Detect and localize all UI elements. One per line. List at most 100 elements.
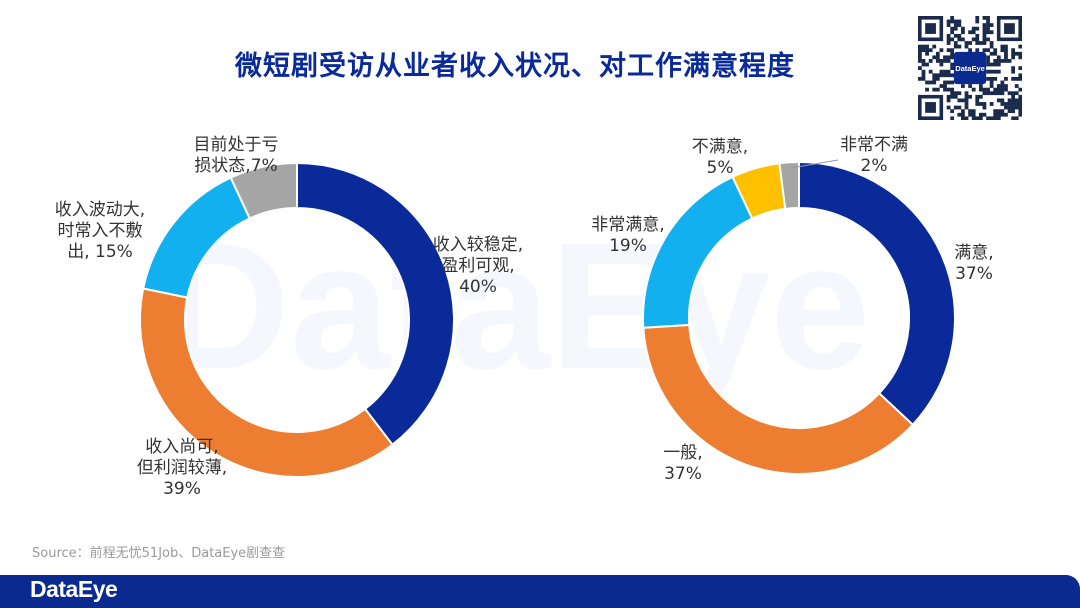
qr-module bbox=[918, 59, 922, 63]
qr-module bbox=[971, 30, 976, 35]
qr-module bbox=[1000, 44, 1005, 49]
qr-module bbox=[953, 26, 958, 31]
qr-module bbox=[1014, 91, 1019, 96]
qr-module bbox=[971, 37, 976, 42]
qr-module bbox=[1018, 51, 1022, 56]
qr-module bbox=[1014, 84, 1019, 88]
qr-module bbox=[978, 41, 983, 45]
slice-label: 一般, 37% bbox=[663, 443, 702, 484]
qr-module bbox=[989, 76, 994, 81]
qr-module bbox=[946, 94, 951, 99]
qr-module bbox=[918, 76, 922, 81]
qr-module bbox=[996, 116, 1001, 120]
qr-module bbox=[921, 73, 926, 78]
qr-module bbox=[1004, 102, 1008, 106]
qr-module bbox=[1018, 66, 1022, 70]
qr-module bbox=[989, 51, 994, 56]
qr-module bbox=[1007, 91, 1012, 96]
qr-module bbox=[932, 87, 937, 92]
qr-module bbox=[918, 44, 922, 49]
qr-module bbox=[943, 80, 947, 85]
qr-module bbox=[946, 69, 951, 74]
qr-module bbox=[932, 44, 937, 49]
qr-module bbox=[935, 73, 940, 78]
qr-module bbox=[1018, 55, 1022, 60]
qr-module bbox=[989, 62, 994, 67]
slice-label: 非常满意, 19% bbox=[591, 215, 664, 256]
qr-module bbox=[964, 105, 969, 110]
qr-module bbox=[968, 30, 972, 35]
qr-module bbox=[950, 109, 955, 114]
qr-module bbox=[950, 73, 955, 78]
qr-logo-text: DataEye bbox=[955, 64, 985, 73]
qr-module bbox=[1004, 105, 1008, 110]
qr-module bbox=[932, 55, 937, 60]
qr-module bbox=[1004, 84, 1008, 88]
qr-module bbox=[961, 116, 965, 120]
qr-module bbox=[993, 109, 998, 114]
slice-label: 目前处于亏损状态,7% bbox=[194, 135, 279, 176]
qr-module bbox=[986, 59, 990, 63]
qr-module bbox=[1011, 102, 1016, 106]
qr-module bbox=[968, 109, 972, 114]
qr-module bbox=[978, 87, 983, 92]
qr-module bbox=[982, 87, 987, 92]
qr-module bbox=[1007, 109, 1012, 114]
slice-label-line: 40% bbox=[459, 277, 497, 297]
qr-code[interactable]: DataEye bbox=[918, 16, 1022, 120]
qr-module bbox=[950, 80, 955, 85]
footer-bar: DataEye bbox=[0, 575, 1080, 608]
qr-module bbox=[1000, 98, 1005, 103]
qr-module bbox=[1007, 59, 1012, 63]
qr-module bbox=[925, 62, 929, 67]
donut-slice bbox=[229, 161, 298, 220]
qr-module bbox=[982, 41, 987, 45]
qr-module bbox=[982, 105, 987, 110]
slice-label-line: 非常不满 bbox=[840, 135, 908, 155]
slice-label-line: 但利润较薄, bbox=[137, 458, 227, 478]
qr-module bbox=[946, 37, 951, 42]
qr-module bbox=[1011, 76, 1016, 81]
qr-module bbox=[950, 48, 955, 53]
qr-module bbox=[996, 91, 1001, 96]
qr-module bbox=[996, 59, 1001, 63]
qr-module bbox=[986, 116, 990, 120]
qr-module bbox=[986, 76, 990, 81]
qr-module bbox=[1018, 73, 1022, 78]
slice-label-line: 满意, bbox=[954, 243, 993, 263]
qr-module bbox=[982, 48, 987, 53]
qr-module bbox=[986, 37, 990, 42]
qr-module bbox=[1000, 91, 1005, 96]
qr-module bbox=[989, 84, 994, 88]
qr-module bbox=[971, 26, 976, 31]
qr-module bbox=[1011, 69, 1016, 74]
qr-module bbox=[1014, 102, 1019, 106]
qr-module bbox=[996, 84, 1001, 88]
qr-module bbox=[996, 55, 1001, 60]
qr-module bbox=[986, 30, 990, 35]
qr-module bbox=[986, 91, 990, 96]
page-title: 微短剧受访从业者收入状况、对工作满意程度 bbox=[235, 51, 795, 82]
qr-module bbox=[953, 94, 958, 99]
slice-label-line: 出, 15% bbox=[67, 242, 133, 262]
qr-module bbox=[1011, 105, 1016, 110]
qr-module bbox=[993, 76, 998, 81]
qr-module bbox=[996, 62, 1001, 67]
slice-label: 收入波动大,时常入不敷出, 15% bbox=[55, 200, 145, 262]
qr-module bbox=[935, 59, 940, 63]
qr-module bbox=[943, 55, 947, 60]
qr-module bbox=[986, 62, 990, 67]
qr-module bbox=[1004, 76, 1008, 81]
qr-module bbox=[953, 105, 958, 110]
qr-module bbox=[993, 91, 998, 96]
qr-module bbox=[1011, 91, 1016, 96]
qr-module bbox=[986, 23, 990, 27]
qr-module bbox=[975, 116, 980, 120]
qr-module bbox=[946, 98, 951, 103]
qr-module bbox=[982, 26, 987, 31]
slice-label-line: 收入波动大, bbox=[55, 200, 145, 220]
slice-label-line: 19% bbox=[609, 236, 647, 256]
qr-module bbox=[946, 87, 951, 92]
donut-slice bbox=[642, 323, 915, 475]
qr-module bbox=[957, 44, 962, 49]
